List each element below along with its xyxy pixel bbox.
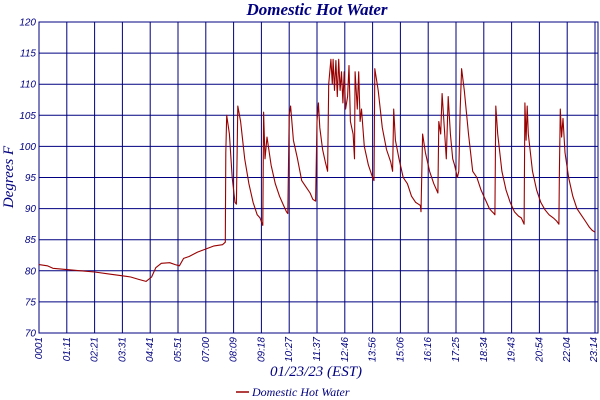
series-line-domestic-hot-water [38,58,596,282]
x-tick-label: 13:56 [368,337,379,362]
x-tick-label: 02:21 [90,337,101,362]
plot-area-border [38,21,599,334]
x-tick-label: 20:54 [534,337,545,363]
x-tick-label: 09:18 [256,337,267,362]
x-tick-label: 15:06 [395,337,406,362]
x-tick-label: 11:37 [312,337,323,362]
x-tick-label: 08:09 [229,337,240,362]
y-tick-label: 120 [19,18,36,29]
y-tick-labels: 70 75 80 85 90 95 100 105 110 115 120 [19,18,36,340]
x-tick-label: 07:00 [201,337,212,362]
x-tick-label: 12:46 [340,337,351,362]
series-layer [38,58,596,282]
y-tick-label: 85 [25,235,37,246]
x-axis-title: 01/23/23 (EST) [270,364,362,380]
x-tick-label: 04:41 [145,337,156,362]
y-tick-label: 100 [19,142,36,153]
x-tick-label: 16:16 [423,337,434,362]
x-tick-label: 01:11 [62,337,73,361]
x-tick-label: 03:31 [117,337,128,362]
legend: Domestic Hot Water [236,385,350,399]
y-tick-label: 95 [25,173,37,184]
legend-label: Domestic Hot Water [251,385,350,399]
x-tick-label: 23:14 [589,337,600,363]
x-tick-label: 18:34 [479,337,490,362]
x-tick-labels: 0001 01:11 02:21 03:31 04:41 05:51 07:00 08:09 0… [34,337,600,363]
x-tick-label: 19:43 [507,337,518,362]
x-tick-label: 0001 [34,337,45,359]
y-tick-label: 80 [25,266,37,277]
y-axis-title: Degrees F [1,145,17,209]
grid [38,21,598,334]
y-tick-label: 105 [19,111,36,122]
y-tick-label: 115 [20,49,36,60]
y-tick-label: 90 [25,204,37,215]
x-tick-label: 17:25 [451,337,462,362]
x-tick-label: 10:27 [284,337,295,362]
x-tick-label: 05:51 [173,337,184,362]
chart-title: Domestic Hot Water [245,0,387,19]
y-tick-label: 110 [20,80,36,91]
x-tick-label: 22:04 [562,337,573,363]
y-tick-label: 75 [25,297,37,308]
y-tick-label: 70 [25,329,37,340]
